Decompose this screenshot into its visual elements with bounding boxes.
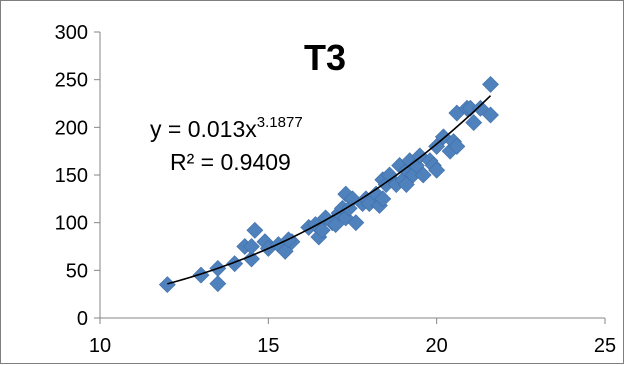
data-point [246, 221, 264, 239]
data-point [158, 276, 176, 294]
y-tick-label: 100 [55, 213, 88, 235]
x-tick-label: 15 [257, 335, 279, 357]
chart-title: T3 [304, 37, 346, 78]
trendline-equation: y = 0.013x3.1877 [150, 114, 303, 142]
data-point [347, 214, 365, 232]
equation-exponent: 3.1877 [257, 114, 303, 131]
data-point [482, 76, 499, 93]
data-point [472, 99, 489, 117]
axes [99, 32, 605, 319]
y-tick-label: 150 [55, 165, 88, 187]
x-tick-label: 20 [426, 335, 448, 357]
trendline [167, 95, 492, 285]
data-point [428, 161, 446, 179]
tick-marks [94, 31, 606, 324]
y-tick-label: 300 [55, 22, 88, 44]
data-point [313, 221, 331, 239]
data-points [158, 76, 499, 294]
data-point [448, 137, 466, 155]
x-tick-label: 25 [594, 335, 616, 357]
y-tick-label: 200 [55, 117, 88, 139]
data-point [374, 190, 392, 208]
data-point [243, 250, 260, 268]
data-point [465, 114, 483, 131]
data-point [243, 238, 260, 255]
data-point [209, 275, 227, 293]
y-tick-label: 50 [66, 260, 88, 282]
data-point [414, 166, 432, 184]
y-tick-label: 0 [77, 308, 88, 330]
tick-labels: 0 50 100 150 200 250 300 10 15 20 25 [55, 22, 617, 357]
x-tick-label: 10 [89, 335, 111, 357]
y-tick-label: 250 [55, 70, 88, 92]
data-point [482, 106, 499, 124]
r-squared-label: R² = 0.9409 [170, 149, 291, 175]
equation-base: y = 0.013x [150, 116, 257, 142]
